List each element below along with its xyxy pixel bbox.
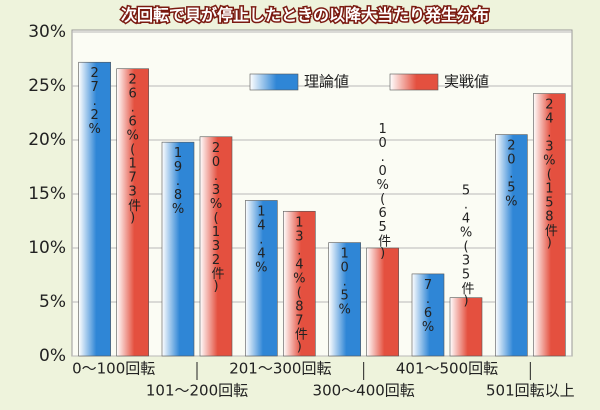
bar xyxy=(495,134,528,357)
value-label: 5.4%(35件) xyxy=(459,184,475,308)
y-tick-label: 0% xyxy=(39,346,66,366)
y-tick-label: 30% xyxy=(28,22,66,42)
x-tick-label: 101〜200回転 xyxy=(146,382,248,400)
value-label: 27.2% xyxy=(87,66,102,136)
value-label: 24.3%(158件) xyxy=(542,98,558,250)
y-tick-label: 25% xyxy=(28,76,66,96)
bar xyxy=(283,210,316,357)
y-tick-label: 15% xyxy=(28,184,66,204)
value-label: 7.6% xyxy=(421,278,436,334)
value-label: 10.5% xyxy=(337,247,352,317)
y-tick-label: 5% xyxy=(39,292,66,312)
legend-swatch xyxy=(249,73,299,91)
value-label: 20.5% xyxy=(504,139,519,209)
bar xyxy=(199,136,233,357)
value-label: 26.6%(173件) xyxy=(125,73,141,225)
bar xyxy=(161,141,195,357)
x-tick-label: 0〜100回転 xyxy=(72,360,155,378)
value-label: 20.3%(132件) xyxy=(209,141,225,293)
bar xyxy=(78,61,111,357)
bar xyxy=(366,247,399,357)
value-label: 10.0%(65件) xyxy=(375,122,391,260)
x-tick-label: 401〜500回転 xyxy=(396,360,498,378)
x-tick-label: 501回転以上 xyxy=(486,382,575,400)
x-tick-label: 201〜300回転 xyxy=(229,360,331,378)
legend-label: 実戦値 xyxy=(444,73,489,91)
y-tick-label: 20% xyxy=(28,130,66,150)
legend-label: 理論値 xyxy=(304,73,349,91)
bar xyxy=(116,68,149,357)
x-tick-label: 300〜400回転 xyxy=(313,382,415,400)
bar xyxy=(533,93,566,357)
bar xyxy=(328,242,361,357)
value-label: 19.8% xyxy=(171,146,186,216)
value-label: 14.4% xyxy=(254,204,269,274)
bar xyxy=(411,273,445,357)
chart-title: 次回転で貝が停止したときの以降大当たり発生分布 xyxy=(121,6,489,25)
value-label: 13.4%(87件) xyxy=(292,215,308,353)
y-tick-label: 10% xyxy=(28,238,66,258)
bar xyxy=(449,297,483,357)
bar xyxy=(245,200,278,357)
legend-swatch xyxy=(389,73,439,91)
